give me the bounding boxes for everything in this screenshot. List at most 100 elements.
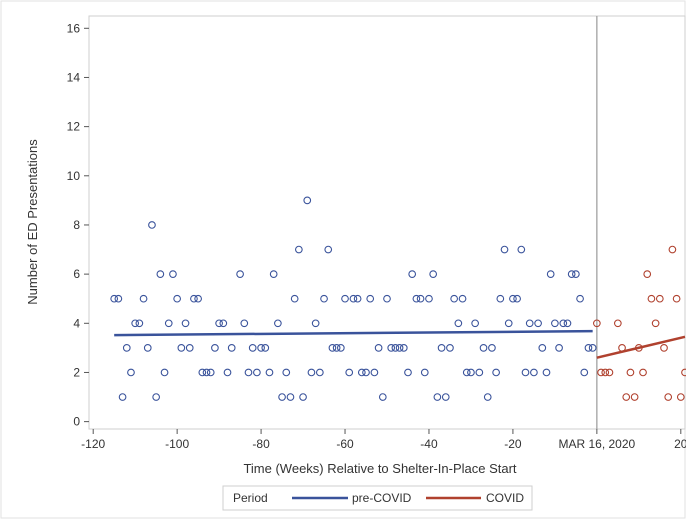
legend-label-pre-covid: pre-COVID bbox=[352, 491, 412, 505]
data-point-covid bbox=[626, 368, 635, 377]
data-point-covid bbox=[647, 294, 656, 303]
data-point-pre-covid bbox=[517, 245, 526, 254]
x-tick-label: -100 bbox=[165, 437, 189, 451]
x-tick-label: -20 bbox=[504, 437, 522, 451]
y-tick-label: 16 bbox=[67, 21, 81, 35]
data-point-pre-covid bbox=[299, 393, 307, 401]
data-point-pre-covid bbox=[131, 319, 140, 328]
data-point-pre-covid bbox=[538, 344, 547, 352]
x-tick-label: MAR 16, 2020 bbox=[558, 437, 635, 451]
data-point-pre-covid bbox=[307, 368, 316, 377]
data-point-pre-covid bbox=[534, 319, 542, 328]
data-point-pre-covid bbox=[395, 344, 404, 352]
y-tick-label: 8 bbox=[73, 218, 80, 232]
data-point-pre-covid bbox=[341, 294, 349, 303]
data-point-covid bbox=[639, 368, 647, 377]
data-point-pre-covid bbox=[219, 319, 228, 328]
trend-line-pre-covid bbox=[114, 329, 593, 337]
legend-label-covid: COVID bbox=[486, 491, 524, 505]
data-point-pre-covid bbox=[206, 368, 215, 377]
y-tick-label: 4 bbox=[73, 316, 80, 330]
data-point-pre-covid bbox=[441, 393, 450, 401]
data-point-covid bbox=[601, 368, 610, 377]
data-point-pre-covid bbox=[450, 294, 459, 303]
data-point-pre-covid bbox=[202, 368, 211, 377]
data-point-pre-covid bbox=[169, 270, 177, 278]
data-point-pre-covid bbox=[303, 196, 312, 205]
data-point-pre-covid bbox=[114, 294, 123, 303]
data-point-pre-covid bbox=[404, 368, 412, 377]
y-axis-title: Number of ED Presentations bbox=[25, 139, 40, 305]
x-tick-label: -60 bbox=[336, 437, 354, 451]
data-point-pre-covid bbox=[336, 344, 345, 352]
data-point-pre-covid bbox=[295, 245, 303, 254]
data-point-covid bbox=[668, 245, 677, 254]
data-point-pre-covid bbox=[152, 393, 161, 401]
data-point-pre-covid bbox=[227, 344, 236, 352]
data-point-pre-covid bbox=[374, 344, 383, 352]
data-point-pre-covid bbox=[349, 294, 358, 303]
data-point-pre-covid bbox=[357, 368, 366, 377]
data-point-covid bbox=[593, 319, 601, 328]
data-point-pre-covid bbox=[576, 294, 584, 303]
axes: 0 2 4 6 8 10 12 14 16 -120 -100 -80 -60 -40 -20 MAR 16,… bbox=[67, 16, 686, 451]
data-point-covid bbox=[676, 393, 685, 401]
data-point-pre-covid bbox=[513, 294, 521, 303]
data-point-pre-covid bbox=[572, 270, 580, 278]
data-point-pre-covid bbox=[551, 319, 559, 328]
data-points bbox=[110, 196, 686, 401]
data-point-pre-covid bbox=[110, 294, 119, 303]
data-point-pre-covid bbox=[362, 368, 370, 377]
data-point-pre-covid bbox=[559, 319, 568, 328]
data-point-covid bbox=[651, 319, 660, 328]
data-point-pre-covid bbox=[567, 270, 576, 278]
data-point-covid bbox=[681, 368, 686, 377]
data-point-pre-covid bbox=[483, 393, 492, 401]
data-point-pre-covid bbox=[500, 245, 509, 254]
data-point-covid bbox=[634, 344, 643, 352]
y-tick-label: 10 bbox=[67, 169, 81, 183]
data-point-pre-covid bbox=[345, 368, 354, 377]
data-point-pre-covid bbox=[215, 319, 223, 328]
data-point-covid bbox=[672, 294, 681, 303]
data-point-covid bbox=[655, 294, 664, 303]
data-point-pre-covid bbox=[521, 368, 530, 377]
data-point-pre-covid bbox=[290, 294, 299, 303]
data-point-pre-covid bbox=[223, 368, 232, 377]
data-point-pre-covid bbox=[580, 368, 589, 377]
x-tick-label: -120 bbox=[81, 437, 105, 451]
data-point-pre-covid bbox=[366, 294, 375, 303]
x-tick-label: -80 bbox=[252, 437, 270, 451]
data-point-pre-covid bbox=[399, 344, 408, 352]
data-point-pre-covid bbox=[315, 368, 324, 377]
data-point-pre-covid bbox=[454, 319, 463, 328]
data-point-pre-covid bbox=[479, 344, 488, 352]
data-point-pre-covid bbox=[265, 368, 274, 377]
data-point-pre-covid bbox=[311, 319, 320, 328]
data-point-pre-covid bbox=[462, 368, 471, 377]
data-point-pre-covid bbox=[274, 319, 282, 328]
data-point-pre-covid bbox=[509, 294, 517, 303]
data-point-covid bbox=[622, 393, 631, 401]
data-point-pre-covid bbox=[324, 245, 333, 254]
data-point-pre-covid bbox=[190, 294, 198, 303]
data-point-pre-covid bbox=[122, 344, 131, 352]
data-point-pre-covid bbox=[181, 319, 190, 328]
data-point-covid bbox=[660, 344, 668, 352]
data-point-pre-covid bbox=[488, 344, 496, 352]
data-point-pre-covid bbox=[286, 393, 295, 401]
data-point-pre-covid bbox=[555, 344, 563, 352]
legend-title: Period bbox=[233, 491, 268, 505]
data-point-pre-covid bbox=[353, 294, 362, 303]
data-point-pre-covid bbox=[253, 368, 261, 377]
x-tick-label: -40 bbox=[420, 437, 438, 451]
trend-lines bbox=[114, 329, 686, 359]
data-point-pre-covid bbox=[118, 393, 127, 401]
data-point-pre-covid bbox=[135, 319, 144, 328]
data-point-pre-covid bbox=[211, 344, 219, 352]
y-tick-label: 0 bbox=[73, 415, 80, 429]
data-point-pre-covid bbox=[248, 344, 257, 352]
data-point-pre-covid bbox=[198, 368, 207, 377]
data-point-pre-covid bbox=[194, 294, 202, 303]
